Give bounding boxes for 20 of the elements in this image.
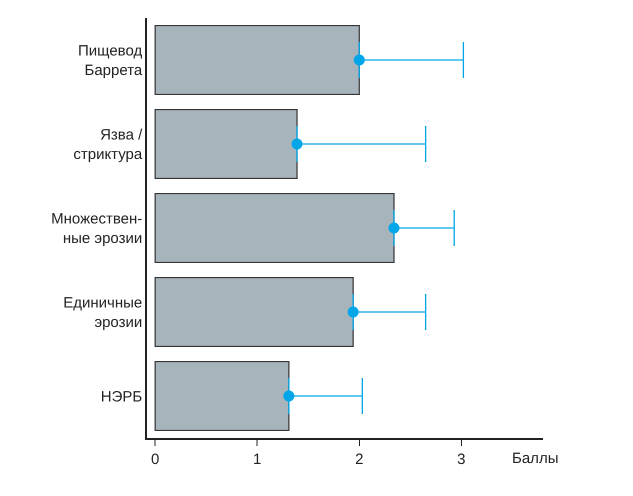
bar: [154, 276, 354, 348]
point: [354, 54, 365, 66]
y-tick-label: НЭРБ: [100, 388, 142, 406]
point: [292, 138, 303, 150]
y-tick-label: Единичные эрозии: [63, 294, 142, 331]
bar: [154, 360, 290, 432]
y-tick-label: Множествен- ные эрозии: [51, 210, 142, 247]
point: [283, 390, 294, 402]
x-axis-title: Баллы: [512, 450, 558, 467]
y-tick-label: Язва / стриктура: [73, 126, 144, 163]
bar: [154, 24, 360, 96]
y-tick-label: Пищевод Баррета: [78, 42, 143, 79]
point: [348, 306, 359, 318]
point: [388, 222, 400, 234]
x-tick-label: 0: [150, 450, 160, 468]
bar: [154, 108, 298, 180]
bar: [154, 192, 395, 264]
x-tick-label: 1: [253, 450, 262, 468]
x-tick-label: 2: [355, 450, 364, 468]
x-tick-label: 3: [457, 450, 466, 468]
